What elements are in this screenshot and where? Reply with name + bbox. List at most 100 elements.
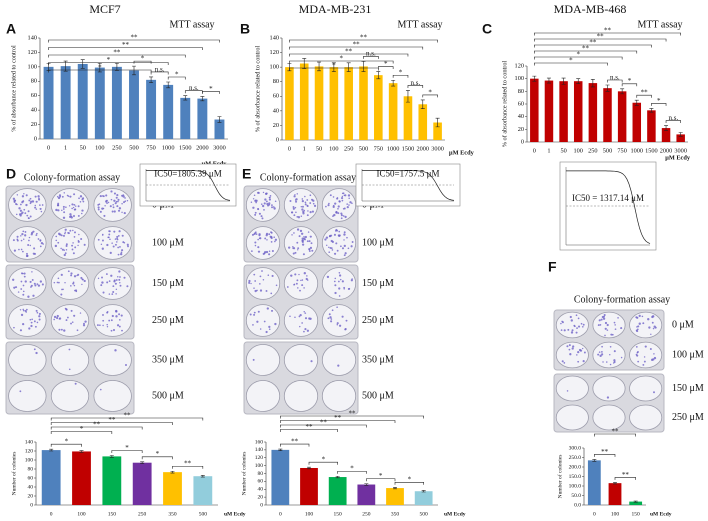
significance-bracket bbox=[407, 85, 424, 88]
colony-dot bbox=[62, 234, 65, 237]
colony-dot bbox=[61, 195, 64, 198]
bar bbox=[132, 462, 152, 505]
colony-dot bbox=[84, 320, 87, 323]
colony-dot bbox=[64, 228, 67, 231]
significance-bracket bbox=[636, 94, 652, 98]
colony-dot bbox=[302, 253, 305, 256]
error-bar bbox=[49, 448, 54, 452]
colony-dot bbox=[307, 231, 310, 233]
colony-dot bbox=[109, 205, 112, 208]
colony-dot bbox=[303, 287, 305, 289]
significance-label: * bbox=[408, 476, 412, 484]
colony-dot bbox=[28, 236, 31, 239]
colony-dot bbox=[609, 363, 612, 366]
colony-dot bbox=[610, 333, 613, 336]
well bbox=[93, 267, 132, 300]
colony-dot bbox=[635, 316, 638, 319]
colony-dot bbox=[54, 244, 58, 248]
x-tick-label: 750 bbox=[374, 145, 383, 152]
colony-dot bbox=[62, 288, 64, 291]
annotation: MTT assay bbox=[397, 19, 442, 30]
x-tick-label: 2000 bbox=[660, 147, 673, 154]
colony-dot bbox=[119, 276, 121, 278]
colony-dot bbox=[274, 200, 277, 203]
x-tick-label: 1 bbox=[64, 144, 67, 151]
significance-bracket bbox=[133, 60, 152, 64]
colony-dot bbox=[301, 284, 304, 287]
colony-dot bbox=[126, 243, 129, 246]
significance-bracket bbox=[48, 69, 152, 73]
error-bar bbox=[217, 116, 222, 123]
well bbox=[50, 267, 90, 300]
colony-dot bbox=[57, 277, 60, 280]
colony-dot bbox=[274, 322, 277, 326]
colony-dot bbox=[343, 231, 346, 234]
colony-dot bbox=[33, 247, 36, 250]
colony-dot bbox=[326, 244, 328, 247]
well bbox=[321, 188, 357, 222]
dose-label: 250 μM bbox=[672, 412, 704, 423]
colony-dot bbox=[101, 195, 104, 197]
significance-bracket bbox=[289, 60, 394, 64]
colony-dot bbox=[16, 235, 19, 238]
error-bar bbox=[421, 490, 426, 493]
colony-dot bbox=[33, 348, 36, 351]
colony-dot bbox=[57, 281, 60, 284]
bar bbox=[111, 66, 122, 139]
colony-dot bbox=[614, 328, 617, 331]
significance-label: * bbox=[576, 50, 580, 58]
x-tick-label: 2000 bbox=[416, 145, 429, 152]
inset-curve bbox=[146, 170, 231, 201]
error-bar bbox=[576, 78, 581, 85]
well bbox=[592, 375, 626, 402]
colony-dot bbox=[306, 205, 309, 207]
x-tick-label: 0 bbox=[279, 511, 282, 517]
colony-dot bbox=[69, 195, 72, 198]
colony-dot bbox=[292, 247, 296, 250]
significance-label: ** bbox=[122, 41, 130, 49]
colony-dot bbox=[291, 211, 294, 214]
error-bar bbox=[307, 466, 311, 470]
x-tick-label: 50 bbox=[560, 147, 566, 154]
colony-dot bbox=[118, 278, 121, 281]
colony-dot bbox=[337, 212, 340, 215]
bar bbox=[647, 110, 656, 142]
colony-dot bbox=[653, 356, 657, 360]
y-tick-label: 0.0 bbox=[574, 502, 581, 508]
colony-dot bbox=[56, 281, 59, 284]
colony-dot bbox=[308, 250, 311, 252]
colony-dot bbox=[332, 196, 335, 198]
colony-dot bbox=[105, 273, 108, 275]
colony-dot bbox=[67, 195, 70, 197]
colony-dot bbox=[106, 311, 109, 313]
colony-dot bbox=[303, 236, 305, 238]
chart-title: MDA-MB-468 bbox=[554, 2, 627, 16]
colony-dot bbox=[294, 273, 297, 276]
colony-dot bbox=[23, 193, 25, 195]
colony-dot bbox=[79, 195, 83, 198]
significance-bracket bbox=[280, 420, 396, 423]
colony-dot bbox=[117, 198, 120, 201]
colony-dot bbox=[106, 202, 108, 204]
colony-dot bbox=[642, 322, 645, 325]
well bbox=[321, 304, 357, 337]
colony-dot bbox=[290, 274, 293, 277]
colony-dot bbox=[338, 230, 341, 233]
y-tick-label: 20 bbox=[273, 122, 279, 129]
annotation: MTT assay bbox=[637, 19, 682, 30]
colony-dot bbox=[70, 274, 73, 277]
error-bar bbox=[634, 99, 639, 106]
colony-dot bbox=[65, 319, 68, 322]
colony-dot bbox=[63, 329, 66, 332]
y-tick-label: 100 bbox=[515, 75, 524, 82]
error-bar bbox=[364, 483, 369, 486]
colony-dot bbox=[102, 319, 105, 322]
colony-dot bbox=[351, 202, 353, 205]
colony-dot bbox=[295, 282, 298, 285]
colony-dot bbox=[268, 196, 271, 199]
significance-label: ** bbox=[641, 89, 649, 97]
colony-dot bbox=[62, 205, 65, 208]
colony-dot bbox=[604, 321, 608, 325]
y-tick-label: 120 bbox=[28, 49, 37, 56]
colony-dot bbox=[122, 194, 125, 196]
